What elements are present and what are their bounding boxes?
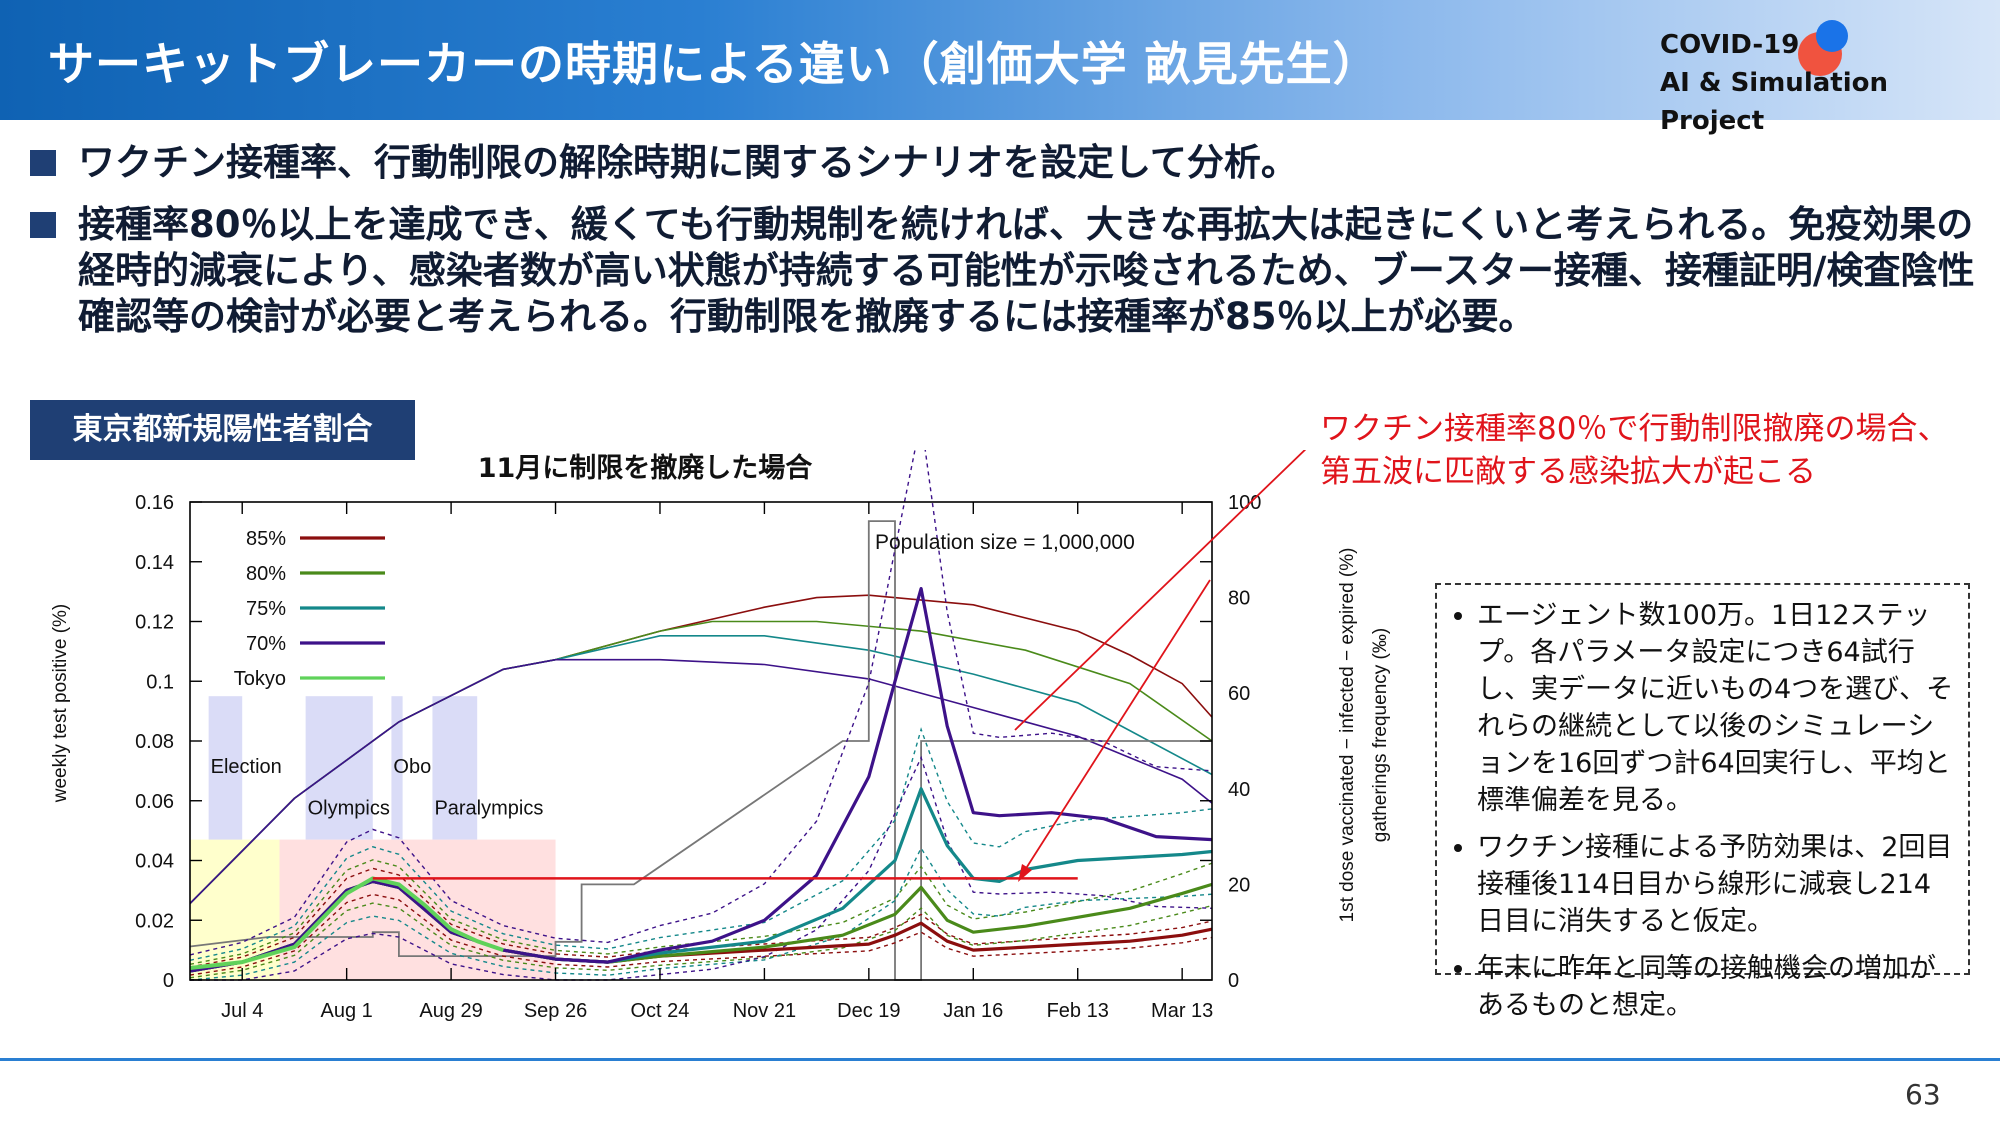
band-lower xyxy=(189,846,1213,981)
y2-axis-label-2: gatherings frequency (‰) xyxy=(1370,628,1391,842)
square-bullet-icon xyxy=(30,150,56,176)
callout-line: 第五波に匹敵する感染拡大が起こる xyxy=(1320,454,1816,490)
y-tick-label: 0.1 xyxy=(146,671,174,693)
brand-logo-icon xyxy=(1798,20,1848,76)
y2-tick-label: 80 xyxy=(1228,588,1250,610)
x-tick-label: Dec 19 xyxy=(837,1000,900,1022)
event-label: Election xyxy=(211,756,282,778)
callout-text: ワクチン接種率80％で行動制限撤廃の場合、 第五波に匹敵する感染拡大が起こる xyxy=(1320,408,1948,494)
y-axis-label: weekly test positive (%) xyxy=(50,604,71,804)
y2-tick-label: 60 xyxy=(1228,683,1250,705)
x-tick-label: Sep 26 xyxy=(524,1000,587,1022)
band-lower xyxy=(189,893,1213,976)
note-item: 年末に昨年と同等の接触機会の増加があるものと想定。 xyxy=(1477,950,1954,1024)
y-tick-label: 0.06 xyxy=(135,791,174,813)
footer-divider xyxy=(0,1058,2000,1061)
summary-bullet-text: ワクチン接種率、行動制限の解除時期に関するシナリオを設定して分析。 xyxy=(78,141,1298,184)
page-title: サーキットブレーカーの時期による違い（創価大学 畝見先生） xyxy=(48,37,1380,91)
note-item: ワクチン接種による予防効果は、2回目接種後114日目から線形に減衰し214日目に… xyxy=(1477,829,1954,940)
band-lower xyxy=(190,755,1213,981)
brand-text: COVID-19 AI & Simulation Project xyxy=(1660,26,2000,140)
y2-tick-label: 40 xyxy=(1228,779,1250,801)
callout-arrow-head-icon xyxy=(1018,864,1032,882)
x-tick-label: Jul 4 xyxy=(221,1000,263,1022)
event-bar xyxy=(305,696,373,840)
y-tick-label: 0.02 xyxy=(135,910,174,932)
chart-title: 11月に制限を撤廃した場合 xyxy=(478,452,813,484)
y2-tick-label: 100 xyxy=(1228,492,1261,514)
legend-label: 75% xyxy=(246,598,286,620)
event-bar xyxy=(208,696,243,840)
band-upper xyxy=(189,450,1213,956)
event-bar xyxy=(432,696,478,840)
x-tick-label: Aug 29 xyxy=(419,1000,482,1022)
band-upper xyxy=(189,727,1213,961)
band-upper xyxy=(189,867,1213,968)
summary-bullet: ワクチン接種率、行動制限の解除時期に関するシナリオを設定して分析。 xyxy=(30,140,1980,186)
note-item: エージェント数100万。1日12ステップ。各パラメータ設定につき64試行し、実デ… xyxy=(1477,597,1954,819)
restriction-shade xyxy=(190,839,280,980)
y-tick-label: 0.14 xyxy=(135,552,174,574)
event-label: Paralympics xyxy=(434,798,543,820)
band-lower xyxy=(189,902,1213,979)
brand-line-2: AI & Simulation Project xyxy=(1660,68,1888,136)
summary-bullet-text: 接種率80％以上を達成でき、緩くても行動規制を続ければ、大きな再拡大は起きにくい… xyxy=(78,203,1975,338)
brand-line-1: COVID-19 xyxy=(1660,30,1800,60)
header-bar: サーキットブレーカーの時期による違い（創価大学 畝見先生） COVID-19 A… xyxy=(0,0,2000,136)
y-tick-label: 0.04 xyxy=(135,851,174,873)
y2-tick-label: 0 xyxy=(1228,970,1239,992)
y-tick-label: 0 xyxy=(163,970,174,992)
x-tick-label: Feb 13 xyxy=(1047,1000,1109,1022)
y2-axis-label: 1st dose vaccinated − infected − expired… xyxy=(1337,548,1358,923)
summary-bullet: 接種率80％以上を達成でき、緩くても行動規制を続ければ、大きな再拡大は起きにくい… xyxy=(30,202,1980,340)
event-bar xyxy=(391,696,403,840)
x-tick-label: Nov 21 xyxy=(733,1000,796,1022)
chart-annotation: Population size = 1,000,000 xyxy=(875,531,1135,554)
y-tick-label: 0.12 xyxy=(135,612,174,634)
callout-line: ワクチン接種率80％で行動制限撤廃の場合、 xyxy=(1320,411,1949,447)
callout-arrow-line xyxy=(1024,579,1211,871)
legend-label: 85% xyxy=(246,528,286,550)
legend-label: Tokyo xyxy=(234,668,286,690)
legend-label: 70% xyxy=(246,633,286,655)
x-tick-label: Mar 13 xyxy=(1151,1000,1213,1022)
notes-box: エージェント数100万。1日12ステップ。各パラメータ設定につき64試行し、実デ… xyxy=(1435,583,1970,1021)
section-tag: 東京都新規陽性者割合 xyxy=(30,400,415,460)
event-label: Olympics xyxy=(308,798,390,820)
callout-connector xyxy=(1014,450,1307,731)
page-number: 63 xyxy=(1905,1078,1941,1111)
square-bullet-icon xyxy=(30,212,56,238)
x-tick-label: Oct 24 xyxy=(631,1000,690,1022)
event-label: Obon xyxy=(393,756,442,778)
x-tick-label: Jan 16 xyxy=(943,1000,1003,1022)
legend-label: 80% xyxy=(246,563,286,585)
y-tick-label: 0.16 xyxy=(135,492,174,514)
summary-bullets: ワクチン接種率、行動制限の解除時期に関するシナリオを設定して分析。 接種率80％… xyxy=(30,140,1980,356)
y-tick-label: 0.08 xyxy=(135,731,174,753)
vaccination-line-70pct xyxy=(189,658,1213,905)
y2-tick-label: 20 xyxy=(1228,874,1250,896)
x-tick-label: Aug 1 xyxy=(321,1000,373,1022)
